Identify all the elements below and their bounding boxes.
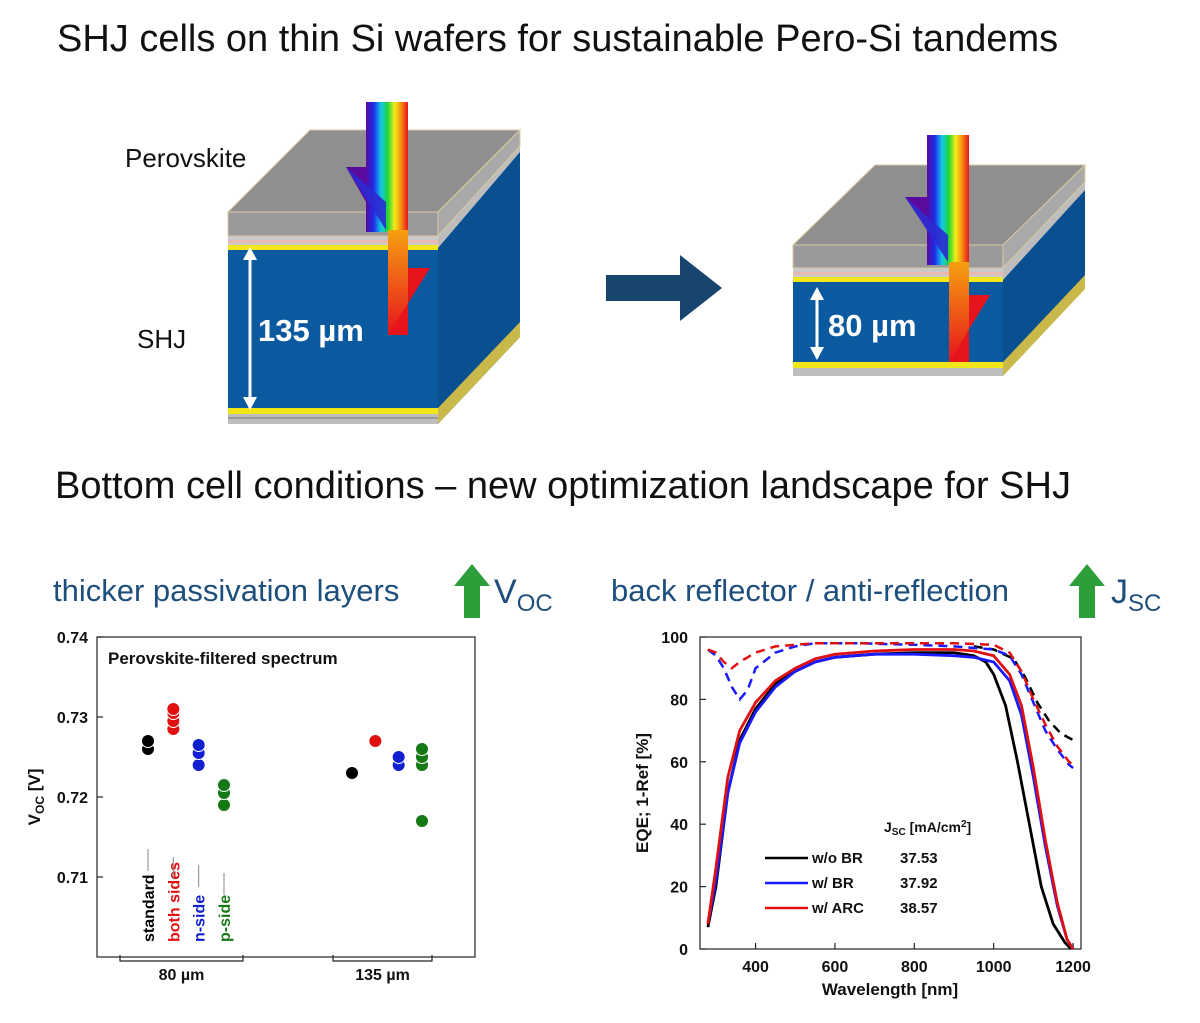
voc-data-point (166, 702, 181, 716)
right-thickness-label: 80 µm (828, 308, 917, 343)
voc-category-label: both sides (166, 862, 183, 942)
left-thickness-label: 135 µm (258, 313, 364, 348)
jsc-symbol: JSC (1111, 573, 1162, 617)
eqe-y-tick-label: 100 (661, 630, 688, 647)
eqe-y-tick-label: 0 (679, 942, 688, 959)
voc-data-point (217, 798, 231, 812)
eqe-legend-jsc: 37.92 (900, 875, 938, 892)
eqe-chart: EQE; 1-Ref [%] Wavelength [nm] 0 20 40 60 80… (633, 630, 1091, 999)
voc-data-point (368, 734, 383, 748)
voc-data-point (415, 742, 429, 756)
jsc-up-arrow-icon (1069, 564, 1105, 618)
right-light-beam (905, 135, 990, 362)
eqe-x-tick-label: 1200 (1055, 959, 1091, 976)
eqe-reflectance-line (707, 641, 1074, 766)
voc-data-point (391, 750, 406, 764)
shj-label: SHJ (137, 324, 187, 354)
eqe-x-tick-label: 800 (901, 959, 928, 976)
voc-group-label: 135 µm (355, 967, 410, 984)
eqe-reflectance-line (707, 641, 1074, 769)
eqe-legend-name: w/o BR (811, 850, 863, 867)
voc-chart: Perovskite-filtered spectrum VOC [V] 0.7… (25, 630, 476, 984)
voc-data-point (345, 766, 359, 780)
voc-y-tick-label: 0.72 (57, 790, 88, 807)
transition-arrow (606, 255, 722, 321)
section-subtitle: Bottom cell conditions – new optimizatio… (55, 465, 1071, 507)
eqe-x-tick-label: 400 (742, 959, 769, 976)
voc-data-point (141, 734, 155, 748)
voc-symbol: VOC (494, 573, 553, 617)
voc-y-tick-label: 0.73 (57, 710, 88, 727)
page-title: SHJ cells on thin Si wafers for sustaina… (57, 18, 1059, 60)
eqe-x-tick-label: 600 (822, 959, 849, 976)
eqe-plot-frame (699, 636, 1082, 950)
voc-data-point (217, 778, 231, 792)
voc-group-label: 80 µm (159, 967, 205, 984)
eqe-legend-name: w/ ARC (811, 900, 864, 917)
eqe-legend-jsc: 37.53 (900, 850, 938, 867)
voc-data-point (415, 814, 429, 828)
eqe-x-tick-label: 1000 (976, 959, 1012, 976)
voc-up-arrow-icon (454, 564, 490, 618)
eqe-y-tick-label: 60 (670, 755, 688, 772)
voc-category-label: standard (141, 874, 158, 942)
eqe-y-tick-label: 80 (670, 692, 688, 709)
eqe-legend-jsc: 38.57 (900, 900, 938, 917)
eqe-reflectance-line (973, 645, 1074, 742)
eqe-legend-name: w/ BR (811, 875, 854, 892)
voc-chart-title: Perovskite-filtered spectrum (108, 649, 338, 668)
voc-category-label: p-side (217, 895, 234, 942)
voc-y-tick-label: 0.74 (57, 630, 88, 647)
voc-data-point (191, 758, 206, 772)
left-light-beam (346, 102, 430, 335)
eqe-series-line (706, 648, 1075, 950)
eqe-series-line (706, 651, 1073, 950)
eqe-y-tick-label: 40 (670, 817, 688, 834)
voc-y-tick-label: 0.71 (57, 870, 88, 887)
eqe-y-tick-label: 20 (670, 880, 688, 897)
voc-category-label: n-side (192, 895, 209, 942)
jsc-heading: back reflector / anti-reflection (611, 573, 1010, 608)
perovskite-label: Perovskite (125, 143, 247, 173)
voc-heading: thicker passivation layers (53, 573, 400, 608)
voc-data-point (191, 738, 206, 752)
voc-group-bracket (119, 955, 244, 962)
voc-y-axis-label: VOC [V] (25, 769, 47, 826)
wafer-diagram (226, 102, 1087, 424)
eqe-x-axis-label: Wavelength [nm] (822, 980, 958, 999)
eqe-y-axis-label: EQE; 1-Ref [%] (633, 733, 652, 853)
eqe-legend-header: JSC [mA/cm2] (884, 819, 971, 838)
voc-group-bracket (332, 955, 433, 962)
